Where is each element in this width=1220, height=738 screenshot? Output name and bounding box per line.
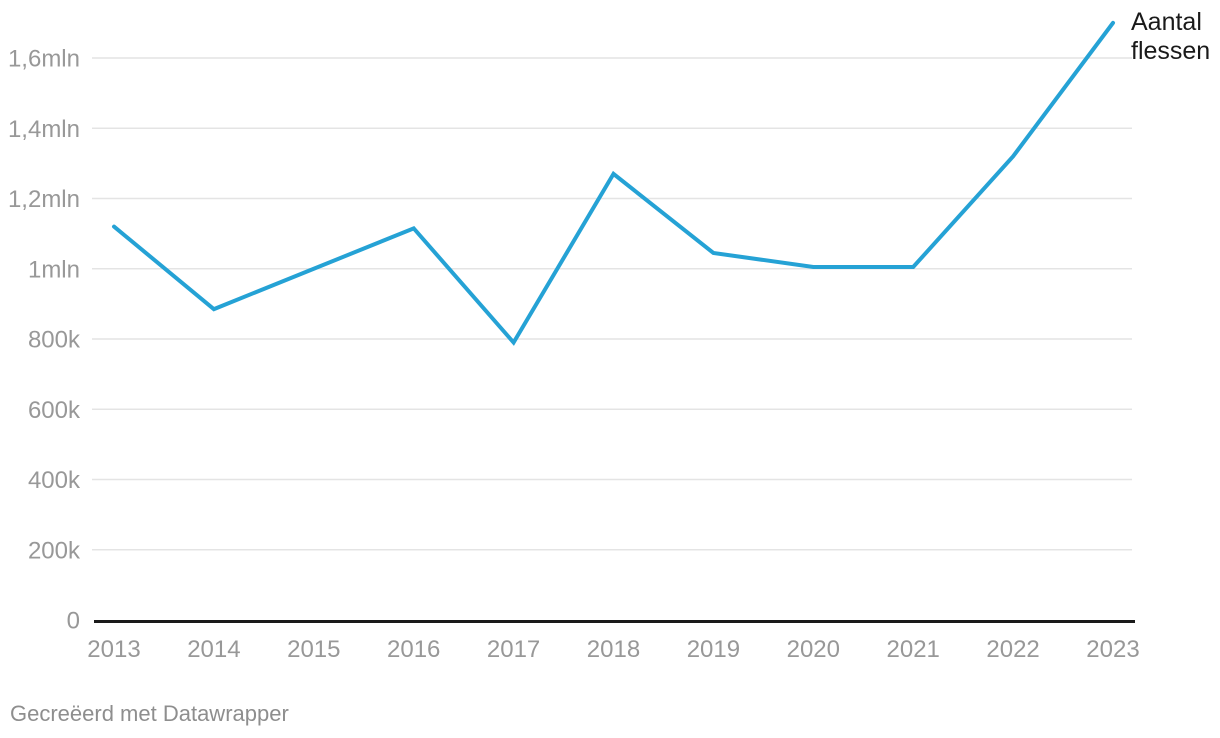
series-direct-label: Aantal flessen <box>1131 8 1211 65</box>
y-tick-label: 1,4mln <box>8 116 80 143</box>
y-tick-label: 1mln <box>28 256 80 283</box>
y-tick-label: 600k <box>28 397 81 424</box>
x-tick-label: 2023 <box>1086 636 1139 663</box>
y-tick-label: 0 <box>67 608 80 635</box>
data-line-aantal-flessen <box>112 20 1115 346</box>
x-tick-label: 2013 <box>87 636 140 663</box>
datawrapper-attribution-link[interactable]: Gecreëerd met Datawrapper <box>10 701 289 726</box>
x-tick-label: 2017 <box>487 636 540 663</box>
x-tick-label: 2014 <box>187 636 240 663</box>
y-tick-label: 1,2mln <box>8 186 80 213</box>
x-tick-label: 2018 <box>587 636 640 663</box>
y-tick-label: 200k <box>28 537 81 564</box>
y-tick-label: 1,6mln <box>8 46 80 73</box>
y-tick-label: 400k <box>28 467 81 494</box>
x-tick-label: 2021 <box>887 636 940 663</box>
line-chart: 0 200k 400k 600k 800k 1mln 1,2mln 1,4mln 1,6mln 2… <box>8 20 1140 663</box>
x-tick-label: 2019 <box>687 636 740 663</box>
x-tick-label: 2020 <box>787 636 840 663</box>
y-tick-label: 800k <box>28 327 81 354</box>
x-tick-label: 2016 <box>387 636 440 663</box>
x-tick-label: 2015 <box>287 636 340 663</box>
x-tick-label: 2022 <box>986 636 1039 663</box>
